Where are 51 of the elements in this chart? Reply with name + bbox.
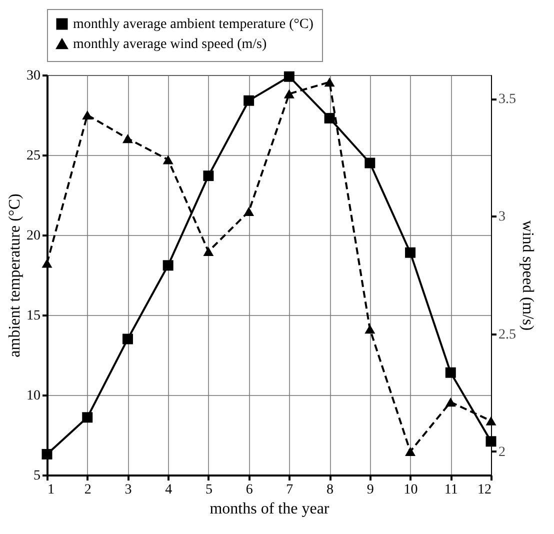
y-tick-label: 15 bbox=[26, 308, 40, 324]
point bbox=[364, 158, 376, 168]
point bbox=[203, 170, 214, 182]
point bbox=[162, 155, 174, 164]
point bbox=[42, 258, 52, 268]
y-tick-label: 30 bbox=[26, 68, 40, 84]
x-tick-label: 9 bbox=[366, 482, 374, 498]
y-tick-label: 20 bbox=[26, 228, 40, 244]
x-tick-label: 4 bbox=[165, 482, 172, 498]
x-tick-label: 12 bbox=[478, 482, 492, 498]
y-tick-label: 25 bbox=[26, 148, 40, 164]
point bbox=[405, 247, 416, 258]
y-tick-label: 10 bbox=[26, 388, 40, 404]
point bbox=[244, 206, 254, 216]
x-tick-label: 5 bbox=[205, 482, 212, 498]
point bbox=[486, 416, 496, 426]
y-tick-label: 5 bbox=[34, 468, 40, 484]
point bbox=[122, 134, 133, 144]
y-axis-title: ambient temperature (°C) bbox=[6, 194, 24, 358]
legend-label: monthly average ambient temperature (°C) bbox=[73, 17, 314, 32]
point bbox=[42, 448, 52, 460]
x-tick-label: 2 bbox=[84, 482, 92, 498]
x-tick-label: 11 bbox=[444, 482, 458, 498]
x-tick-label: 8 bbox=[326, 482, 334, 498]
point bbox=[162, 260, 174, 271]
point bbox=[244, 95, 254, 106]
point bbox=[405, 446, 416, 456]
x-tick-label: 3 bbox=[124, 482, 132, 498]
point bbox=[284, 89, 294, 98]
x-tick-label: 7 bbox=[286, 482, 294, 498]
point bbox=[324, 112, 335, 124]
y2-axis-title: wind speed (m/s) bbox=[519, 220, 536, 331]
x-tick-label: 6 bbox=[246, 482, 253, 498]
y2-tick-label: 3.5 bbox=[498, 92, 516, 108]
x-tick-label: 1 bbox=[48, 482, 54, 498]
point bbox=[445, 398, 456, 407]
x-tick-label: 10 bbox=[404, 482, 418, 498]
point bbox=[284, 71, 294, 82]
x-axis-title: months of the year bbox=[210, 500, 330, 518]
point bbox=[203, 246, 214, 256]
y2-tick-label: 3 bbox=[498, 210, 506, 225]
point bbox=[486, 436, 496, 447]
point bbox=[364, 324, 376, 334]
point bbox=[82, 110, 93, 120]
point bbox=[324, 78, 335, 87]
legend-label: monthly average wind speed (m/s) bbox=[73, 37, 267, 52]
point bbox=[122, 334, 133, 344]
y2-tick-label: 2 bbox=[498, 444, 506, 460]
point bbox=[445, 367, 456, 378]
point bbox=[82, 412, 93, 423]
y2-tick-label: 2.5 bbox=[498, 327, 516, 342]
